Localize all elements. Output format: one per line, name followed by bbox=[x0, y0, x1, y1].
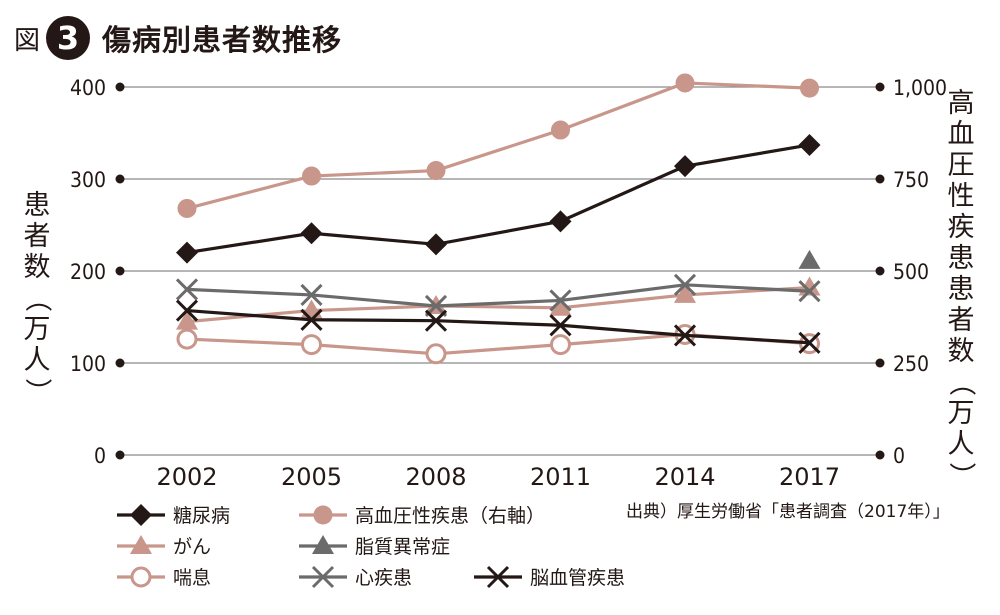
y-tick-label-right: 250 bbox=[893, 352, 929, 376]
series-line bbox=[186, 81, 810, 210]
data-point bbox=[674, 155, 696, 178]
tick-dot-left bbox=[115, 266, 125, 276]
data-point bbox=[425, 343, 447, 365]
x-tick-label: 2011 bbox=[530, 463, 591, 491]
series-1 bbox=[176, 133, 821, 264]
legend-label: 高血圧性疾患（右軸） bbox=[355, 505, 545, 527]
data-point bbox=[302, 166, 321, 186]
series-line bbox=[186, 308, 810, 345]
x-tick-label: 2002 bbox=[156, 463, 217, 491]
tick-dot-left bbox=[115, 82, 125, 92]
data-point bbox=[300, 222, 323, 245]
data-point bbox=[300, 283, 323, 306]
data-point bbox=[425, 233, 447, 256]
series-line bbox=[186, 283, 810, 308]
y-tick-label-right: 500 bbox=[893, 260, 929, 284]
y-axis-label-right: 高血圧性疾患患者数（万人） bbox=[945, 88, 977, 489]
y-tick-label-left: 300 bbox=[70, 168, 106, 192]
data-point bbox=[800, 78, 819, 98]
data-point bbox=[424, 309, 448, 332]
chart-title: 傷病別患者数推移 bbox=[102, 23, 343, 57]
data-point bbox=[798, 280, 821, 303]
data-point bbox=[549, 289, 572, 312]
data-point bbox=[176, 328, 198, 350]
legend-label: 糖尿病 bbox=[173, 505, 230, 527]
y-tick-label-left: 400 bbox=[70, 76, 106, 100]
source-note: 出典）厚生労働省「患者調査（2017年）」 bbox=[626, 502, 950, 522]
figure-header: 図 3 傷病別患者数推移 bbox=[14, 14, 342, 62]
data-point bbox=[675, 73, 695, 93]
legend-label: がん bbox=[173, 536, 211, 558]
tick-dot-right bbox=[875, 450, 885, 460]
legend-marker bbox=[313, 505, 333, 525]
legend-item: 糖尿病 bbox=[117, 504, 230, 527]
data-point bbox=[673, 273, 697, 296]
data-point bbox=[673, 324, 697, 347]
legend-label: 心疾患 bbox=[355, 567, 412, 589]
series-7 bbox=[175, 299, 821, 354]
y-tick-label-right: 0 bbox=[893, 444, 905, 468]
y-axis-label-left: 患者数（万人） bbox=[21, 190, 53, 405]
y-tick-label-right: 1,000 bbox=[893, 76, 947, 100]
legend-item: 高血圧性疾患（右軸） bbox=[299, 505, 545, 527]
legend-marker bbox=[486, 565, 510, 589]
y-tick-label-right: 750 bbox=[893, 168, 929, 192]
legend-label: 脂質異常症 bbox=[355, 536, 450, 558]
legend-item: 脳血管疾患 bbox=[474, 565, 625, 589]
legend-item: 喘息 bbox=[117, 566, 211, 589]
legend-item: がん bbox=[117, 535, 211, 558]
data-point bbox=[176, 310, 198, 330]
figure-number-badge: 3 bbox=[46, 16, 91, 60]
data-point bbox=[549, 314, 572, 337]
data-point bbox=[301, 334, 322, 356]
tick-dot-left bbox=[115, 450, 125, 460]
legend-marker bbox=[130, 504, 152, 526]
data-point bbox=[798, 249, 821, 269]
series-5 bbox=[176, 323, 820, 365]
data-point bbox=[175, 278, 199, 301]
legend-label: 脳血管疾患 bbox=[530, 567, 625, 589]
data-point bbox=[549, 296, 572, 316]
x-tick-label: 2014 bbox=[654, 463, 715, 491]
tick-dot-right bbox=[875, 82, 885, 92]
x-tick-label: 2005 bbox=[281, 463, 342, 491]
legend-marker bbox=[311, 565, 335, 589]
y-tick-label-left: 200 bbox=[70, 260, 106, 284]
legend-item: 脂質異常症 bbox=[299, 535, 450, 558]
legend-marker bbox=[130, 566, 152, 588]
data-point bbox=[550, 334, 571, 356]
legend-label: 喘息 bbox=[173, 567, 211, 589]
data-point bbox=[176, 241, 198, 264]
series-line bbox=[186, 143, 810, 255]
series-6 bbox=[175, 273, 821, 318]
data-point bbox=[674, 283, 696, 303]
y-tick-label-left: 0 bbox=[94, 444, 106, 468]
legend-marker bbox=[130, 535, 152, 554]
legend-marker bbox=[312, 535, 334, 554]
y-tick-label-left: 100 bbox=[70, 352, 106, 376]
data-point bbox=[177, 198, 197, 218]
series-2 bbox=[177, 73, 819, 218]
tick-dot-right bbox=[875, 174, 885, 184]
x-tick-label: 2008 bbox=[405, 463, 466, 491]
data-point bbox=[551, 120, 570, 140]
figure-label: 図 bbox=[14, 25, 41, 56]
series-line bbox=[186, 285, 810, 324]
data-point bbox=[549, 210, 572, 233]
data-point bbox=[300, 308, 323, 331]
data-point bbox=[798, 133, 821, 156]
x-tick-label: 2017 bbox=[779, 463, 840, 491]
tick-dot-right bbox=[875, 266, 885, 276]
data-point bbox=[426, 161, 446, 181]
data-point bbox=[798, 331, 821, 354]
data-point bbox=[175, 299, 199, 322]
tick-dot-left bbox=[115, 174, 125, 184]
legend-item: 心疾患 bbox=[299, 565, 412, 589]
tick-dot-left bbox=[115, 358, 125, 368]
tick-dot-right bbox=[875, 358, 885, 368]
series-4 bbox=[798, 249, 821, 269]
